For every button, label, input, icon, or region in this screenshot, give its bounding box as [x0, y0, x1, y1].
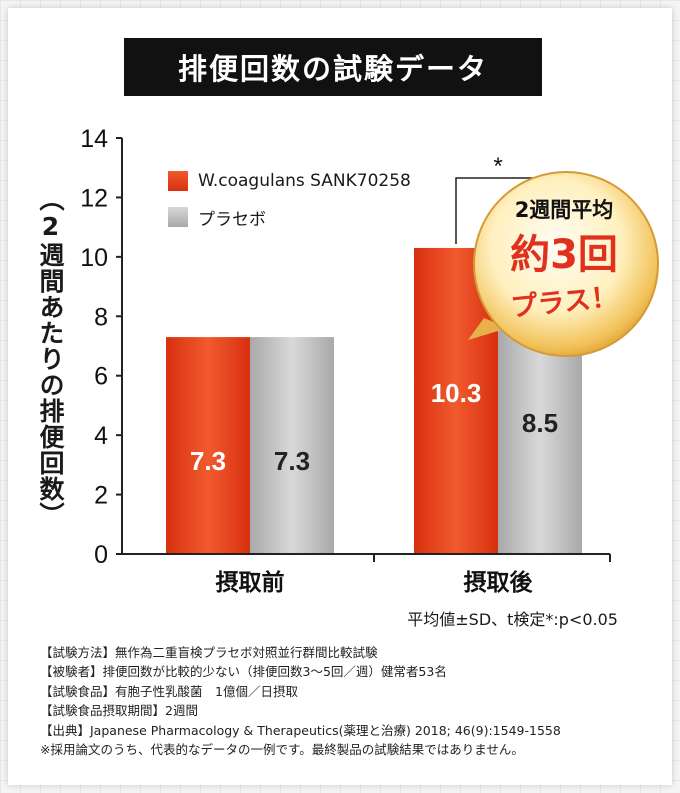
significance-marker: *	[493, 153, 502, 180]
footnotes: 【試験方法】無作為二重盲検プラセボ対照並行群間比較試験 【被験者】排便回数が比較…	[40, 643, 561, 759]
significance-bracket	[455, 177, 540, 244]
y-tick-label: 4	[94, 422, 108, 450]
legend-swatch-coagulans	[168, 171, 188, 191]
legend-swatch-placebo	[168, 207, 188, 227]
statistics-note: 平均値±SD、t検定*:p<0.05	[407, 610, 618, 629]
data-label-coagulans-1: 10.3	[431, 378, 482, 408]
highlight-badge: 2週間平均 約3回 プラス！	[466, 168, 662, 364]
y-axis-label: （2週間あたりの排便回数）	[36, 186, 65, 528]
legend-label-placebo: プラセボ	[198, 209, 266, 230]
footnote-source: 【出典】Japanese Pharmacology & Therapeutics…	[40, 722, 561, 738]
y-tick-label: 8	[94, 303, 108, 331]
legend: W.coagulans SANK70258 プラセボ	[168, 166, 411, 238]
y-tick-label: 6	[94, 363, 108, 391]
x-category-label: 摂取後	[464, 569, 534, 596]
badge-amount: 約3回	[510, 232, 618, 278]
footnote-period: 【試験食品摂取期間】2週間	[40, 703, 198, 719]
legend-item-placebo: プラセボ	[168, 202, 411, 232]
bar-placebo-0	[250, 337, 334, 554]
data-label-placebo-1: 8.5	[522, 408, 558, 438]
footnote-method: 【試験方法】無作為二重盲検プラセボ対照並行群間比較試験	[40, 645, 378, 660]
chart-title: 排便回数の試験データ	[124, 38, 542, 96]
bar-coagulans-0	[166, 337, 250, 554]
footnote-disclaimer: ※採用論文のうち、代表的なデータの一例です。最終製品の試験結果ではありません。	[40, 742, 524, 758]
y-tick-label: 0	[94, 541, 108, 569]
y-tick-label: 14	[80, 125, 108, 153]
footnote-test-food: 【試験食品】有胞子性乳酸菌 1億個／日摂取	[40, 683, 298, 699]
badge-burst-shape	[468, 171, 659, 357]
footnote-subjects: 【被験者】排便回数が比較的少ない（排便回数3〜5回／週）健常者53名	[40, 664, 447, 680]
data-label-placebo-0: 7.3	[274, 446, 310, 476]
y-tick-label: 12	[80, 184, 108, 212]
y-tick-label: 10	[80, 244, 108, 272]
legend-item-coagulans: W.coagulans SANK70258	[168, 166, 411, 196]
x-category-label: 摂取前	[216, 569, 285, 596]
badge-period: 2週間平均	[514, 198, 614, 222]
y-tick-label: 2	[94, 482, 108, 510]
data-label-coagulans-0: 7.3	[190, 446, 226, 476]
legend-label-coagulans: W.coagulans SANK70258	[198, 171, 411, 191]
